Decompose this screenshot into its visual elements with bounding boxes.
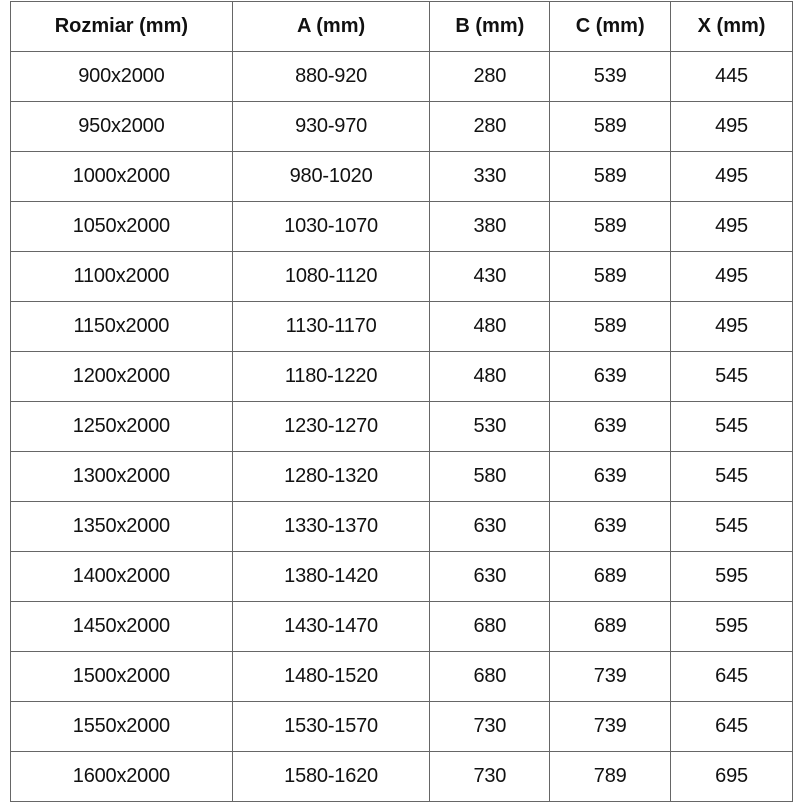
table-cell: 1330-1370 [231,501,431,552]
table-row: 1250x2000 1230-1270 530 639 545 [10,401,793,452]
table-row: 1600x2000 1580-1620 730 789 695 [10,751,793,802]
table-cell: 380 [429,201,551,252]
table-cell: 645 [670,701,793,752]
table-cell: 1250x2000 [10,401,233,452]
table-cell: 639 [549,501,672,552]
table-cell: 880-920 [231,51,431,102]
table-cell: 589 [549,201,672,252]
table-cell: 639 [549,351,672,402]
table-cell: 1150x2000 [10,301,233,352]
table-cell: 495 [670,301,793,352]
table-cell: 589 [549,151,672,202]
table-cell: 1050x2000 [10,201,233,252]
table-cell: 280 [429,101,551,152]
table-cell: 739 [549,701,672,752]
table-cell: 930-970 [231,101,431,152]
table-cell: 1180-1220 [231,351,431,402]
header-row: Rozmiar (mm) A (mm) B (mm) C (mm) X (mm) [10,1,793,52]
column-header: A (mm) [231,1,431,52]
table-body: 900x2000 880-920 280 539 445 950x2000 930-970 2… [10,51,793,802]
table-cell: 630 [429,501,551,552]
table-cell: 1300x2000 [10,451,233,502]
table-cell: 480 [429,351,551,402]
table-row: 1400x2000 1380-1420 630 689 595 [10,551,793,602]
table-cell: 495 [670,101,793,152]
table-cell: 730 [429,701,551,752]
table-row: 900x2000 880-920 280 539 445 [10,51,793,102]
table-cell: 1100x2000 [10,251,233,302]
table-cell: 1380-1420 [231,551,431,602]
table-cell: 539 [549,51,672,102]
table-cell: 1030-1070 [231,201,431,252]
table-cell: 445 [670,51,793,102]
table-cell: 545 [670,351,793,402]
table-cell: 545 [670,401,793,452]
table-cell: 1280-1320 [231,451,431,502]
table-cell: 1200x2000 [10,351,233,402]
table-cell: 639 [549,451,672,502]
table-cell: 639 [549,401,672,452]
table-cell: 495 [670,251,793,302]
column-header: B (mm) [429,1,551,52]
table-cell: 1550x2000 [10,701,233,752]
column-header: Rozmiar (mm) [10,1,233,52]
column-header: C (mm) [549,1,672,52]
table-cell: 1400x2000 [10,551,233,602]
table-cell: 580 [429,451,551,502]
table-cell: 689 [549,601,672,652]
table-row: 1500x2000 1480-1520 680 739 645 [10,651,793,702]
table-cell: 530 [429,401,551,452]
column-header: X (mm) [670,1,793,52]
table-row: 1150x2000 1130-1170 480 589 495 [10,301,793,352]
table-row: 1000x2000 980-1020 330 589 495 [10,151,793,202]
table-cell: 1350x2000 [10,501,233,552]
table-cell: 680 [429,601,551,652]
table-cell: 695 [670,751,793,802]
table-cell: 1080-1120 [231,251,431,302]
table-row: 1100x2000 1080-1120 430 589 495 [10,251,793,302]
table-cell: 1530-1570 [231,701,431,752]
table-cell: 595 [670,601,793,652]
table-cell: 1000x2000 [10,151,233,202]
table-cell: 1580-1620 [231,751,431,802]
table-cell: 1500x2000 [10,651,233,702]
table-cell: 545 [670,501,793,552]
table-cell: 589 [549,251,672,302]
table-cell: 280 [429,51,551,102]
table-cell: 689 [549,551,672,602]
table-cell: 739 [549,651,672,702]
table-cell: 595 [670,551,793,602]
table-cell: 1430-1470 [231,601,431,652]
table-cell: 430 [429,251,551,302]
table-cell: 1600x2000 [10,751,233,802]
table-cell: 495 [670,201,793,252]
table-cell: 630 [429,551,551,602]
table-cell: 680 [429,651,551,702]
table-cell: 545 [670,451,793,502]
table-cell: 789 [549,751,672,802]
table-row: 1350x2000 1330-1370 630 639 545 [10,501,793,552]
table-row: 950x2000 930-970 280 589 495 [10,101,793,152]
table-cell: 730 [429,751,551,802]
table-cell: 1480-1520 [231,651,431,702]
table-cell: 480 [429,301,551,352]
table-cell: 589 [549,101,672,152]
table-cell: 495 [670,151,793,202]
table-cell: 950x2000 [10,101,233,152]
table-row: 1450x2000 1430-1470 680 689 595 [10,601,793,652]
table-cell: 1450x2000 [10,601,233,652]
table-cell: 589 [549,301,672,352]
table-row: 1050x2000 1030-1070 380 589 495 [10,201,793,252]
table-row: 1550x2000 1530-1570 730 739 645 [10,701,793,752]
table-cell: 1230-1270 [231,401,431,452]
table-row: 1300x2000 1280-1320 580 639 545 [10,451,793,502]
table-cell: 980-1020 [231,151,431,202]
table-cell: 330 [429,151,551,202]
table-cell: 645 [670,651,793,702]
table-cell: 900x2000 [10,51,233,102]
table-cell: 1130-1170 [231,301,431,352]
dimensions-table: Rozmiar (mm) A (mm) B (mm) C (mm) X (mm) 900… [10,1,793,802]
table-row: 1200x2000 1180-1220 480 639 545 [10,351,793,402]
